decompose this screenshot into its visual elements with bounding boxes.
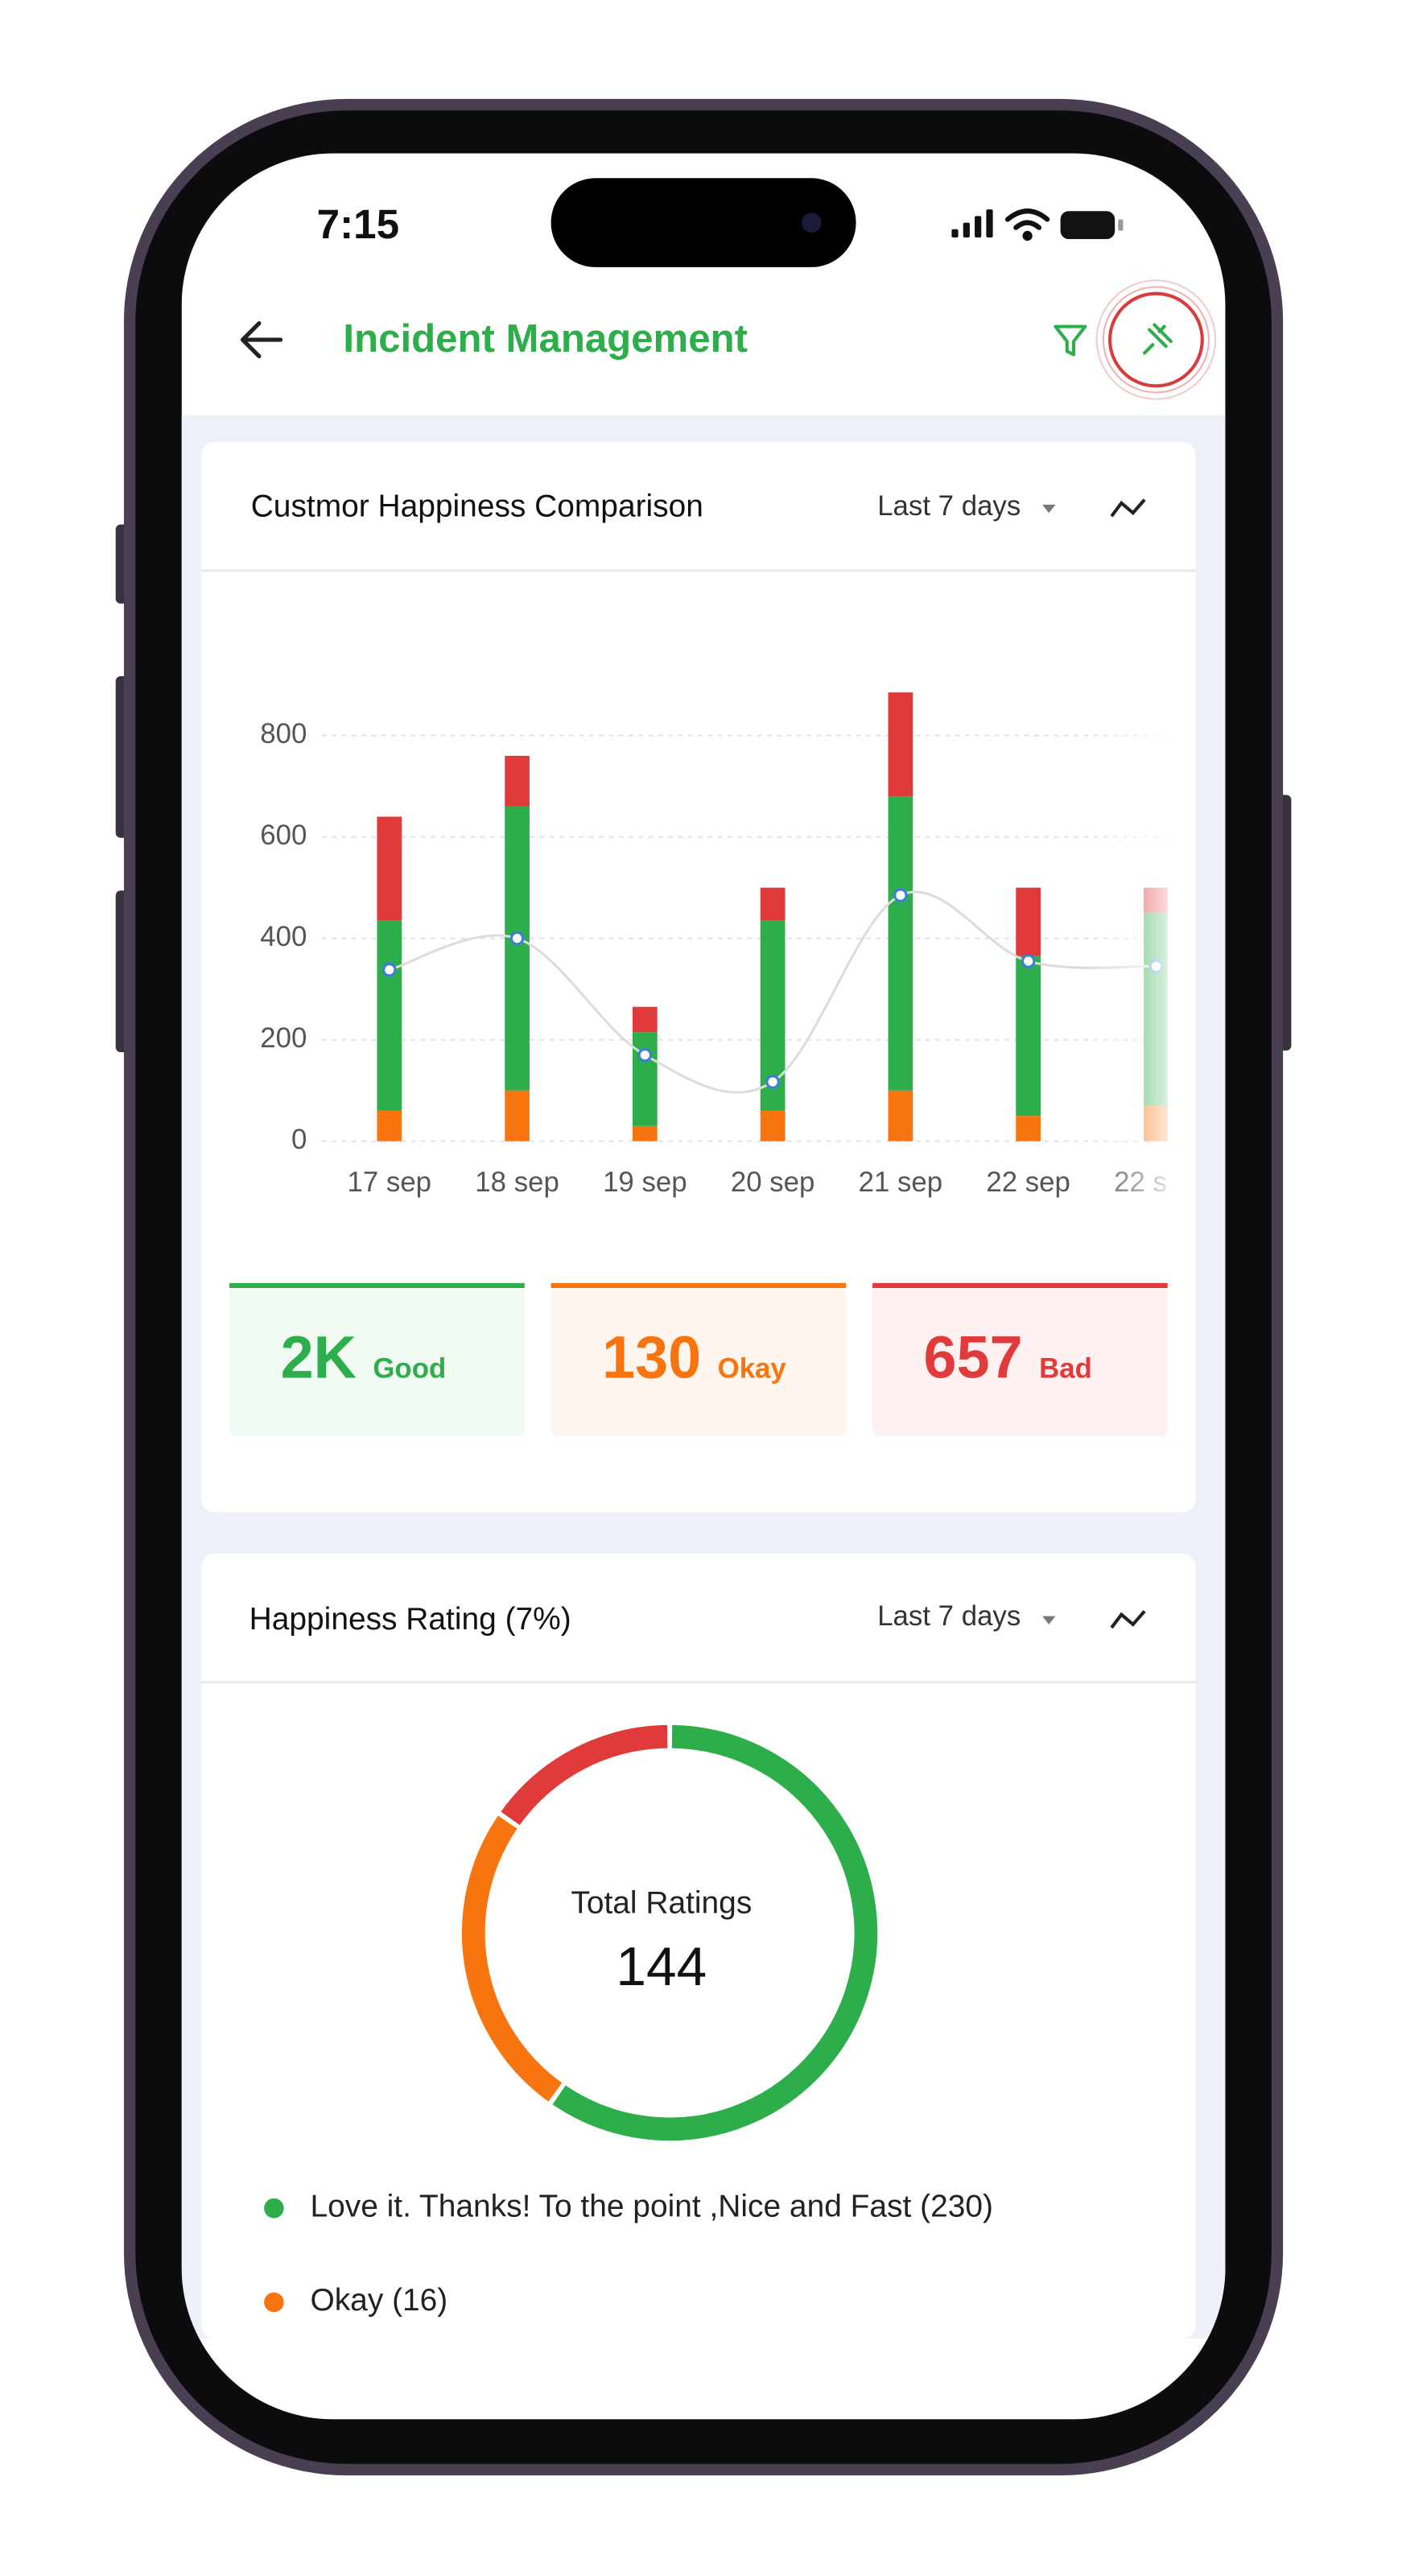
trend-point xyxy=(893,888,908,902)
legend-dot xyxy=(264,2198,284,2219)
x-tick-label: 18 sep xyxy=(475,1166,559,1198)
range-dropdown[interactable]: Last 7 days xyxy=(877,1600,1021,1632)
bar-segment xyxy=(505,1090,530,1141)
range-dropdown[interactable]: Last 7 days xyxy=(877,490,1021,522)
bar-segment xyxy=(377,1110,402,1141)
trend-toggle[interactable] xyxy=(1110,498,1146,518)
x-tick-label: 20 sep xyxy=(731,1166,815,1198)
pin-icon xyxy=(1143,323,1173,355)
battery-tip xyxy=(1118,219,1124,231)
bar-segment xyxy=(505,806,530,1091)
summary-card-accent xyxy=(229,1282,525,1288)
summary-card-accent xyxy=(550,1282,847,1288)
pin-button[interactable] xyxy=(1108,291,1204,388)
dropdown-caret xyxy=(1042,504,1056,514)
summary-card-accent xyxy=(872,1282,1168,1288)
donut-chart: Total Ratings 144 Love it. Thanks! To the … xyxy=(264,1724,993,2318)
bar-segment xyxy=(632,1032,658,1126)
summary-value: 130 xyxy=(602,1324,701,1391)
pin-ripple xyxy=(1095,279,1217,400)
donut-segment xyxy=(461,1815,563,2102)
trend-point xyxy=(637,1047,653,1063)
bar-segment xyxy=(1016,887,1041,956)
x-tick-label: 17 sep xyxy=(348,1166,432,1198)
bar-segment xyxy=(888,1090,913,1141)
bar-segment xyxy=(888,692,913,797)
summary-card xyxy=(550,1282,847,1437)
wifi-icon xyxy=(1004,208,1050,242)
x-tick-label: 22 sep xyxy=(986,1166,1070,1198)
y-tick-label: 400 xyxy=(260,921,307,952)
donut-center-label: Total Ratings xyxy=(571,1885,752,1920)
donut-segment xyxy=(501,1724,668,1826)
bar-segment xyxy=(760,887,786,921)
scroll-fade xyxy=(1088,659,1171,1204)
bar-segment xyxy=(377,920,402,1111)
trend-toggle[interactable] xyxy=(1110,1610,1146,1629)
donut-segment xyxy=(552,1724,878,2141)
summary-label: Good xyxy=(373,1353,446,1385)
donut-total: 144 xyxy=(616,1937,707,1997)
bar-segment xyxy=(632,1006,658,1033)
y-tick-label: 0 xyxy=(291,1124,307,1155)
status-time: 7:15 xyxy=(317,201,399,247)
bar-segment xyxy=(888,796,913,1091)
trend-point xyxy=(509,931,525,946)
summary-card xyxy=(229,1282,525,1437)
dynamic-island xyxy=(550,178,856,267)
trend-point xyxy=(1021,954,1036,968)
signal-icon xyxy=(951,209,993,238)
bar-segment xyxy=(1016,956,1041,1117)
legend-label: Love it. Thanks! To the point ,Nice and … xyxy=(310,2189,993,2223)
legend-dot xyxy=(264,2292,284,2313)
summary-value: 657 xyxy=(924,1324,1023,1391)
bar-segment xyxy=(377,816,402,921)
summary-cards: 2K Good 130 Okay 657 Bad xyxy=(229,1282,1168,1437)
x-tick-label: 21 sep xyxy=(859,1166,943,1198)
y-tick-label: 200 xyxy=(260,1022,307,1054)
screen: 7:15 Incident Management Custmor Happine… xyxy=(181,153,1226,2420)
chart-title: Custmor Happiness Comparison xyxy=(251,489,703,523)
battery-icon xyxy=(1060,211,1115,240)
chart-card xyxy=(201,442,1196,1513)
chart-title: Happiness Rating (7%) xyxy=(249,1602,571,1637)
bar-segment xyxy=(760,1110,786,1141)
summary-value: 2K xyxy=(281,1324,357,1391)
summary-card xyxy=(872,1282,1168,1437)
summary-label: Bad xyxy=(1039,1353,1092,1385)
trend-point xyxy=(382,963,397,977)
pin-ripple xyxy=(1102,286,1210,394)
camera xyxy=(801,213,822,233)
y-tick-label: 800 xyxy=(260,718,307,749)
filter-button[interactable] xyxy=(1054,324,1087,357)
back-button[interactable] xyxy=(240,320,283,359)
donut-card xyxy=(201,1553,1196,2339)
trend-point xyxy=(765,1075,780,1089)
bar-segment xyxy=(505,755,530,807)
x-tick-label: 19 sep xyxy=(603,1166,687,1198)
summary-label: Okay xyxy=(718,1353,787,1385)
bar-segment xyxy=(632,1125,658,1141)
dropdown-caret xyxy=(1042,1616,1056,1624)
y-tick-label: 600 xyxy=(260,819,307,851)
bar-segment xyxy=(1016,1116,1041,1141)
header-title: Incident Management xyxy=(343,316,748,361)
legend-label: Okay (16) xyxy=(310,2283,447,2318)
